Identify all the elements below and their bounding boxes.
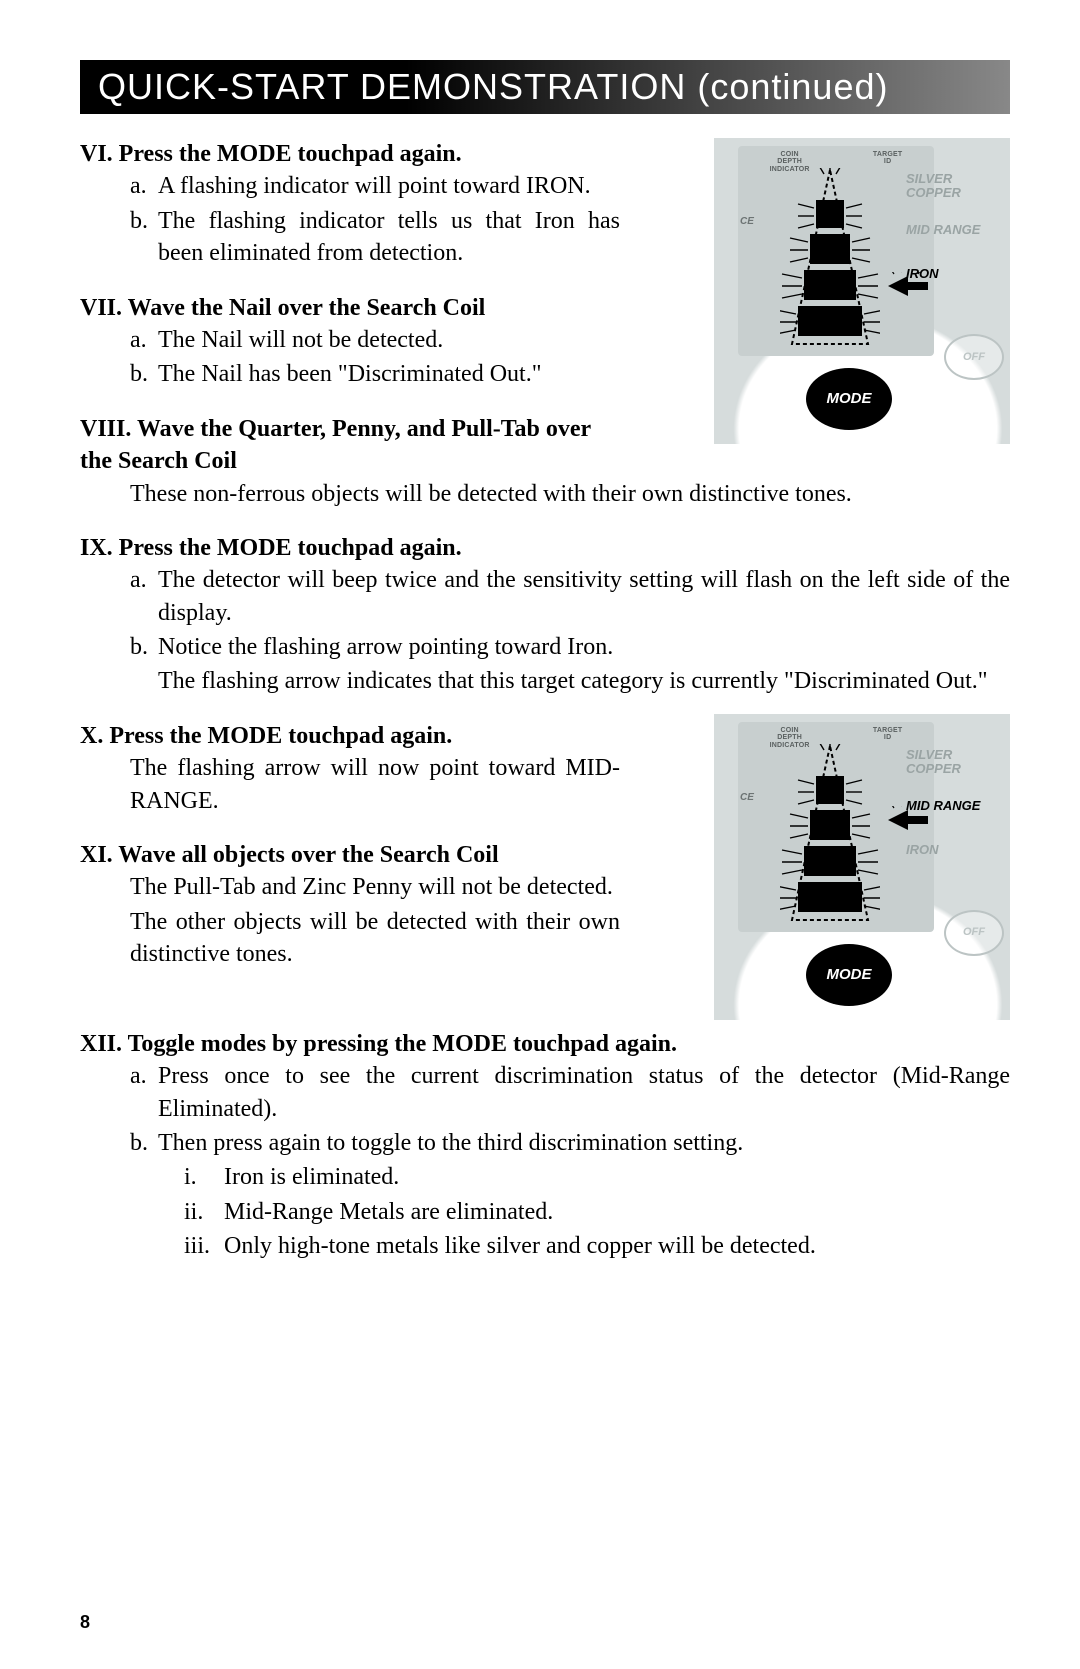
list-text: The Nail has been "Discriminated Out.": [158, 358, 620, 390]
body-text: The other objects will be detected with …: [130, 906, 620, 971]
page-number: 8: [80, 1612, 90, 1633]
mode-button[interactable]: MODE: [806, 368, 892, 430]
body-text: The Pull-Tab and Zinc Penny will not be …: [130, 871, 620, 903]
section-title: Wave the Quarter, Penny, and Pull-Tab ov…: [80, 416, 591, 474]
detector-diagram: COIN DEPTH INDICATOR TARGET ID: [714, 138, 1010, 444]
side-label: SILVER COPPER: [906, 740, 1004, 784]
list-text: The flashing indicator tells us that Iro…: [158, 205, 620, 270]
body-text: The flashing arrow will now point toward…: [130, 752, 620, 817]
mode-button[interactable]: MODE: [806, 944, 892, 1006]
section-title: Press the MODE touchpad again.: [119, 141, 462, 167]
list-text: A flashing indicator will point toward I…: [158, 170, 620, 202]
lcd-panel: COIN DEPTH INDICATOR TARGET ID: [738, 722, 934, 932]
list-text: Iron is eliminated.: [224, 1161, 1010, 1193]
side-label: IRON: [906, 828, 1004, 872]
side-label-active: IRON: [906, 252, 1004, 296]
roman-numeral: VII.: [80, 295, 122, 321]
list-text: Mid-Range Metals are eliminated.: [224, 1196, 1010, 1228]
list-label: b.: [130, 1127, 158, 1159]
side-labels: SILVER COPPER MID RANGE IRON: [906, 164, 1004, 296]
document-page: QUICK-START DEMONSTRATION (continued) CO…: [0, 0, 1080, 1669]
content-area: COIN DEPTH INDICATOR TARGET ID: [80, 138, 1010, 1263]
section-title: Toggle modes by pressing the MODE touchp…: [128, 1031, 677, 1057]
list-label: i.: [184, 1161, 224, 1193]
tree-indicator-icon: [780, 168, 880, 346]
side-label: SILVER COPPER: [906, 164, 1004, 208]
roman-numeral: X.: [80, 723, 103, 749]
list-label: ii.: [184, 1196, 224, 1228]
list-label: a.: [130, 170, 158, 202]
roman-numeral: VI.: [80, 141, 113, 167]
detector-diagram: COIN DEPTH INDICATOR TARGET ID: [714, 714, 1010, 1020]
lcd-panel: COIN DEPTH INDICATOR TARGET ID: [738, 146, 934, 356]
body-text: These non-ferrous objects will be detect…: [130, 478, 1010, 510]
list-label: b.: [130, 205, 158, 270]
list-text: Notice the flashing arrow pointing towar…: [158, 631, 1010, 663]
list-text: The detector will beep twice and the sen…: [158, 564, 1010, 629]
side-label: MID RANGE: [906, 208, 1004, 252]
roman-numeral: VIII.: [80, 416, 131, 442]
off-button[interactable]: OFF: [944, 334, 1004, 380]
roman-numeral: XII.: [80, 1031, 122, 1057]
ce-label: CE: [738, 790, 756, 806]
section-title: Wave the Nail over the Search Coil: [128, 295, 486, 321]
side-labels: SILVER COPPER MID RANGE IRON: [906, 740, 1004, 872]
roman-numeral: IX.: [80, 535, 113, 561]
section-ix: IX. Press the MODE touchpad again. a.The…: [80, 532, 1010, 698]
list-label: b.: [130, 631, 158, 663]
header-title: QUICK-START DEMONSTRATION (continued): [98, 66, 888, 107]
list-text: Only high-tone metals like silver and co…: [224, 1230, 1010, 1262]
list-label: a.: [130, 1060, 158, 1125]
list-text: Press once to see the current discrimina…: [158, 1060, 1010, 1125]
list-text: The Nail will not be detected.: [158, 324, 620, 356]
list-label: b.: [130, 358, 158, 390]
list-label: a.: [130, 564, 158, 629]
list-label: iii.: [184, 1230, 224, 1262]
figure-1: COIN DEPTH INDICATOR TARGET ID: [714, 138, 1010, 444]
ce-label: CE: [738, 214, 756, 230]
section-xii: XII. Toggle modes by pressing the MODE t…: [80, 1028, 1010, 1263]
figure-2: COIN DEPTH INDICATOR TARGET ID: [714, 714, 1010, 1020]
side-label-active: MID RANGE: [906, 784, 1004, 828]
body-text: The flashing arrow indicates that this t…: [130, 665, 1010, 697]
list-text: Then press again to toggle to the third …: [158, 1127, 1010, 1159]
section-header: QUICK-START DEMONSTRATION (continued): [80, 60, 1010, 114]
roman-numeral: XI.: [80, 842, 113, 868]
tree-indicator-icon: [780, 744, 880, 922]
section-title: Press the MODE touchpad again.: [119, 535, 462, 561]
off-button[interactable]: OFF: [944, 910, 1004, 956]
section-title: Press the MODE touchpad again.: [109, 723, 452, 749]
list-label: a.: [130, 324, 158, 356]
section-title: Wave all objects over the Search Coil: [118, 842, 498, 868]
